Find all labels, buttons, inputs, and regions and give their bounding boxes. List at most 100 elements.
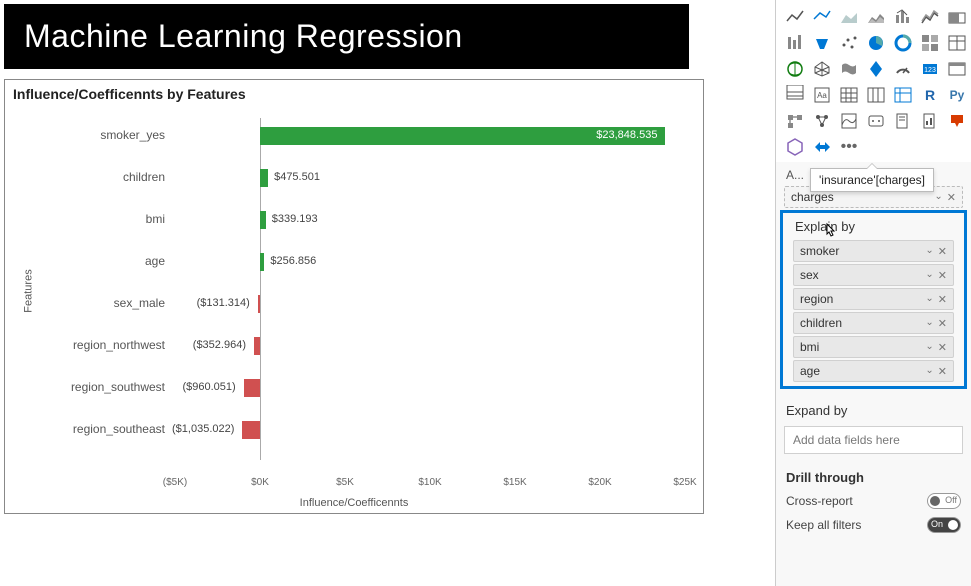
viz-type-icon[interactable] [865,58,887,80]
viz-type-icon[interactable] [784,136,806,158]
viz-type-icon[interactable] [919,110,941,132]
svg-text:123: 123 [924,67,936,74]
viz-type-icon[interactable] [946,32,968,54]
viz-type-icon[interactable]: ••• [838,136,860,158]
x-axis-label: Influence/Coefficennts [300,497,409,509]
bar-value-label: $23,848.535 [596,129,657,141]
cross-report-toggle[interactable]: Off [927,493,961,509]
viz-type-icon[interactable]: R [919,84,941,106]
bar-category-label: region_southwest [71,380,165,394]
chevron-down-icon[interactable]: ⌄ [925,293,933,306]
viz-type-icon[interactable] [811,58,833,80]
explain-field-pill[interactable]: sex ⌄ ✕ [793,264,954,286]
field-name: age [800,364,820,378]
explain-field-pill[interactable]: region ⌄ ✕ [793,288,954,310]
bars-area: smoker_yes$23,848.535 children$475.501 bmi… [175,108,683,473]
viz-type-icon[interactable] [784,58,806,80]
bar-category-label: sex_male [114,296,165,310]
bar-row[interactable]: age$256.856 [175,252,683,272]
viz-type-icon[interactable] [865,110,887,132]
remove-field-icon[interactable]: ✕ [938,365,947,378]
viz-type-icon[interactable] [865,84,887,106]
remove-field-icon[interactable]: ✕ [938,293,947,306]
viz-type-icon[interactable] [946,110,968,132]
remove-field-icon[interactable]: ✕ [938,269,947,282]
remove-field-icon[interactable]: ✕ [947,191,956,204]
viz-type-icon[interactable] [946,58,968,80]
viz-type-icon[interactable] [865,32,887,54]
chevron-down-icon[interactable]: ⌄ [925,341,933,354]
viz-type-icon[interactable] [811,136,833,158]
viz-type-icon[interactable] [784,110,806,132]
bar-value-label: ($131.314) [197,297,250,309]
x-tick-label: ($5K) [163,477,187,488]
viz-type-icon[interactable] [811,6,833,28]
x-tick-label: $25K [673,477,696,488]
viz-type-icon[interactable] [838,6,860,28]
bar-category-label: region_southeast [73,422,165,436]
bar-row[interactable]: region_southeast($1,035.022) [175,420,683,440]
explain-field-pill[interactable]: age ⌄ ✕ [793,360,954,382]
viz-type-icon[interactable] [892,32,914,54]
bar-row[interactable]: bmi$339.193 [175,210,683,230]
bar-row[interactable]: smoker_yes$23,848.535 [175,126,683,146]
explain-by-label: Explain by [785,217,962,238]
explain-field-pill[interactable]: smoker⌄✕ [793,240,954,262]
bar-rect [244,379,260,397]
chart-container[interactable]: Influence/Coefficennts by Features Featu… [4,79,704,514]
viz-type-icon[interactable] [811,110,833,132]
chevron-down-icon[interactable]: ⌄ [925,269,933,282]
viz-type-icon[interactable] [838,58,860,80]
chevron-down-icon[interactable]: ⌄ [925,245,933,258]
cursor-pointer-icon [822,222,838,242]
viz-type-icon[interactable] [784,32,806,54]
viz-type-icon[interactable] [919,32,941,54]
field-name: region [800,292,833,306]
field-name: sex [800,268,819,282]
viz-type-icon[interactable] [892,84,914,106]
chevron-down-icon[interactable]: ⌄ [925,365,933,378]
remove-field-icon[interactable]: ✕ [938,317,947,330]
viz-type-icon[interactable] [892,6,914,28]
x-tick-label: $0K [251,477,269,488]
viz-type-icon[interactable] [892,58,914,80]
viz-type-icon[interactable] [865,6,887,28]
y-axis-label: Features [23,269,35,312]
viz-type-icon[interactable] [784,84,806,106]
bar-row[interactable]: sex_male($131.314) [175,294,683,314]
keep-filters-toggle[interactable]: On [927,517,961,533]
viz-type-icon[interactable] [784,6,806,28]
bar-row[interactable]: children$475.501 [175,168,683,188]
explain-field-pill[interactable]: bmi ⌄ ✕ [793,336,954,358]
bar-category-label: smoker_yes [100,128,165,142]
expand-by-well[interactable]: Add data fields here [784,426,963,454]
viz-type-icon[interactable] [892,110,914,132]
field-name: bmi [800,340,819,354]
viz-type-icon[interactable] [838,32,860,54]
bar-value-label: ($960.051) [182,381,235,393]
viz-type-icon[interactable] [838,84,860,106]
expand-by-label: Expand by [776,395,971,422]
drill-through-label: Drill through [776,462,971,489]
visualization-gallery: 123 Aa RPy ••• [776,0,971,162]
viz-type-icon[interactable]: 123 [919,58,941,80]
bar-category-label: age [145,254,165,268]
x-tick-label: $10K [418,477,441,488]
bar-rect [254,337,260,355]
viz-type-icon[interactable]: Aa [811,84,833,106]
viz-type-icon[interactable]: Py [946,84,968,106]
viz-type-icon[interactable] [838,110,860,132]
explain-field-pill[interactable]: children⌄✕ [793,312,954,334]
viz-type-icon[interactable] [946,6,968,28]
viz-type-icon[interactable] [811,32,833,54]
bar-rect [260,211,266,229]
bar-row[interactable]: region_northwest($352.964) [175,336,683,356]
x-tick-label: $20K [588,477,611,488]
remove-field-icon[interactable]: ✕ [938,341,947,354]
viz-type-icon[interactable] [919,6,941,28]
chevron-down-icon[interactable]: ⌄ [925,317,933,330]
bar-value-label: $475.501 [274,171,320,183]
remove-field-icon[interactable]: ✕ [938,245,947,258]
chevron-down-icon[interactable]: ⌄ [934,191,942,204]
bar-row[interactable]: region_southwest($960.051) [175,378,683,398]
